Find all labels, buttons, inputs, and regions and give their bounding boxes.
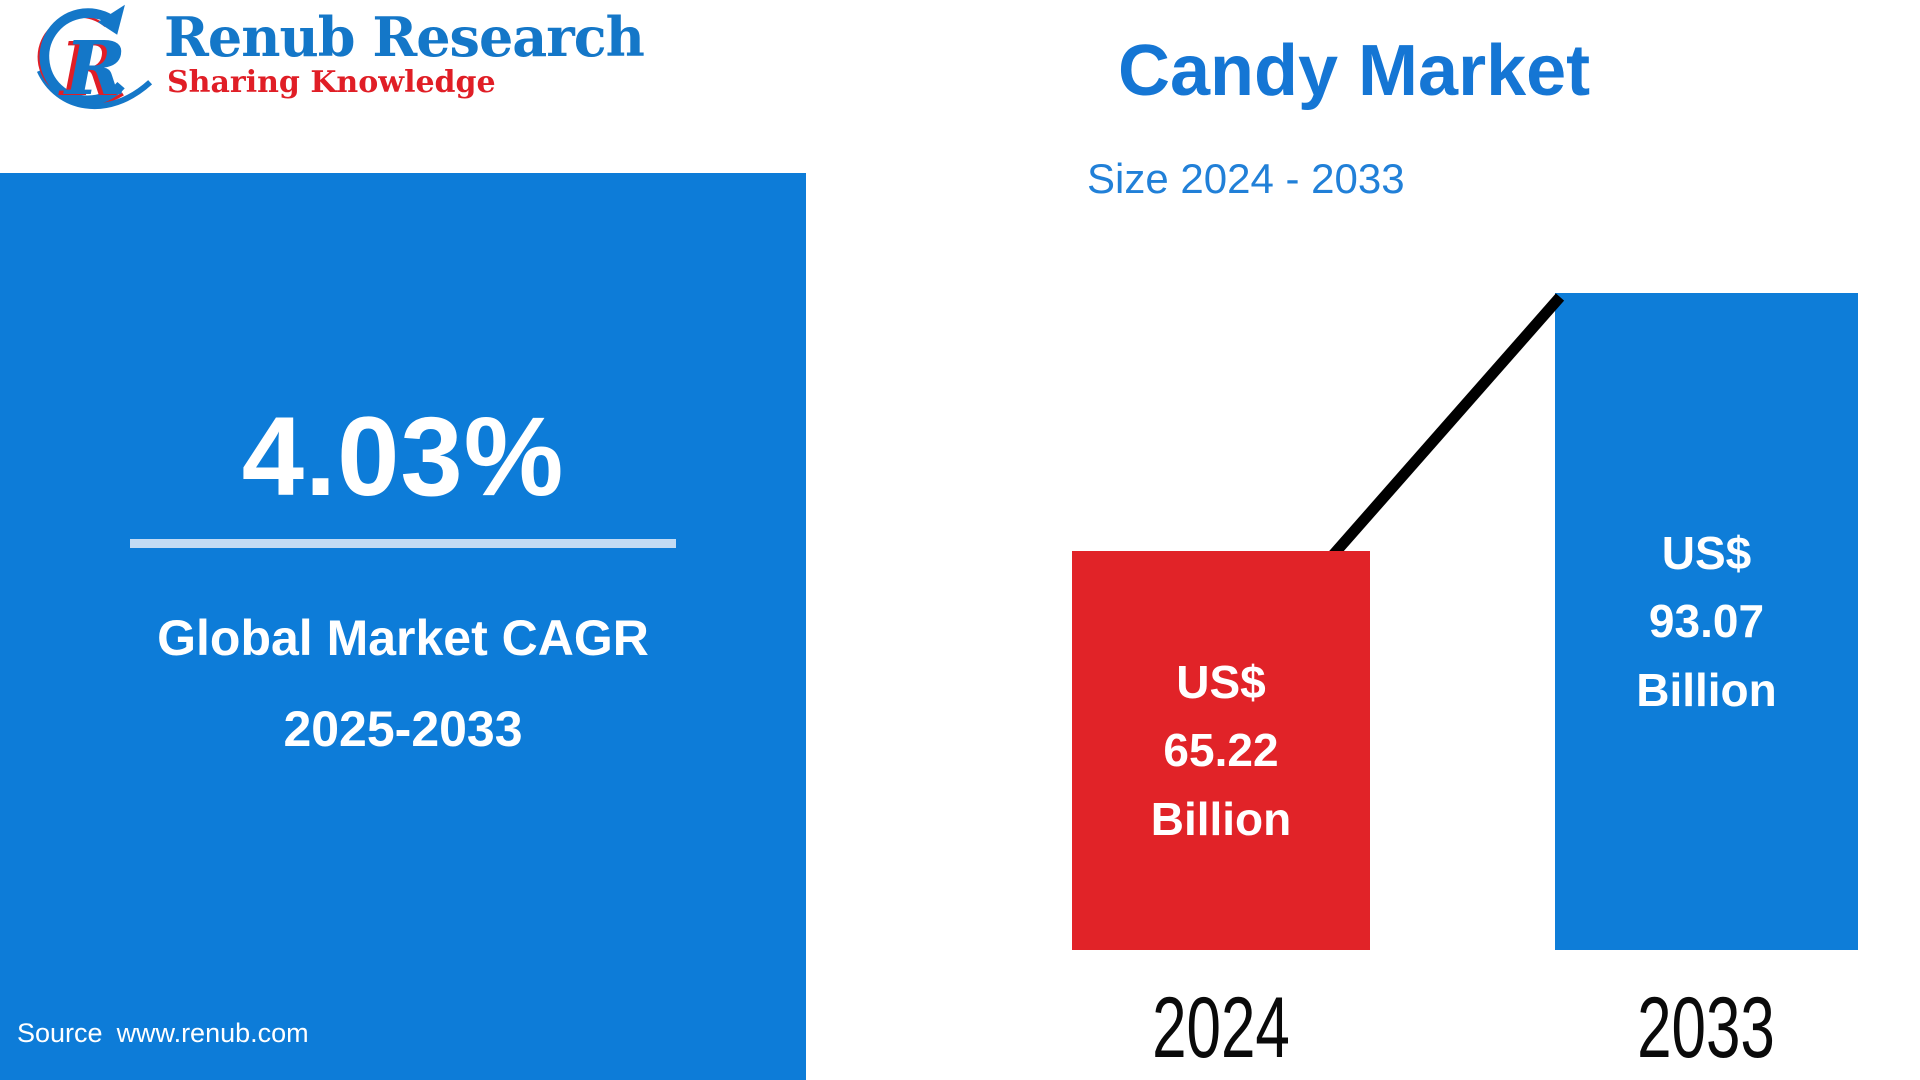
bar-2033: US$ 93.07 Billion <box>1555 293 1858 950</box>
source-url: www.renub.com <box>116 1018 309 1048</box>
chart-title: Candy Market <box>1118 31 1591 111</box>
cagr-panel: 4.03% Global Market CAGR 2025-2033 Sourc… <box>0 173 806 1080</box>
source-row: Source www.renub.com <box>17 1018 309 1049</box>
bar-2024-label: US$ 65.22 Billion <box>1151 648 1292 852</box>
brand-text-block: Renub Research Sharing Knowledge <box>164 2 645 100</box>
axis-label-2033: 2033 <box>1637 980 1775 1076</box>
chart-subtitle: Size 2024 - 2033 <box>1087 155 1405 202</box>
bar-2024: US$ 65.22 Billion <box>1072 551 1370 950</box>
cagr-caption-line1: Global Market CAGR <box>157 610 649 666</box>
bar-2033-label: US$ 93.07 Billion <box>1636 519 1777 723</box>
brand-header: R R Renub Research Sharing Knowledge <box>28 2 645 116</box>
bar-2033-label-unit: Billion <box>1636 663 1777 716</box>
axis-label-2024: 2024 <box>1152 980 1290 1076</box>
divider-line <box>130 539 676 548</box>
cagr-value: 4.03% <box>241 394 565 519</box>
bar-2024-label-currency: US$ <box>1176 656 1266 709</box>
brand-name: Renub Research <box>164 5 645 69</box>
bar-2024-label-unit: Billion <box>1150 792 1292 845</box>
svg-text:R: R <box>63 26 126 112</box>
renub-logo-icon: R R <box>36 4 153 113</box>
bar-2024-label-value: 65.22 <box>1163 724 1279 777</box>
brand-tagline: Sharing Knowledge <box>167 65 496 100</box>
cagr-caption-line2: 2025-2033 <box>283 701 523 757</box>
bar-2033-label-value: 93.07 <box>1648 595 1765 648</box>
cagr-caption: Global Market CAGR 2025-2033 <box>0 593 806 775</box>
source-label: Source <box>17 1018 103 1048</box>
svg-text:R: R <box>58 27 121 113</box>
bar-2033-label-currency: US$ <box>1661 527 1752 580</box>
